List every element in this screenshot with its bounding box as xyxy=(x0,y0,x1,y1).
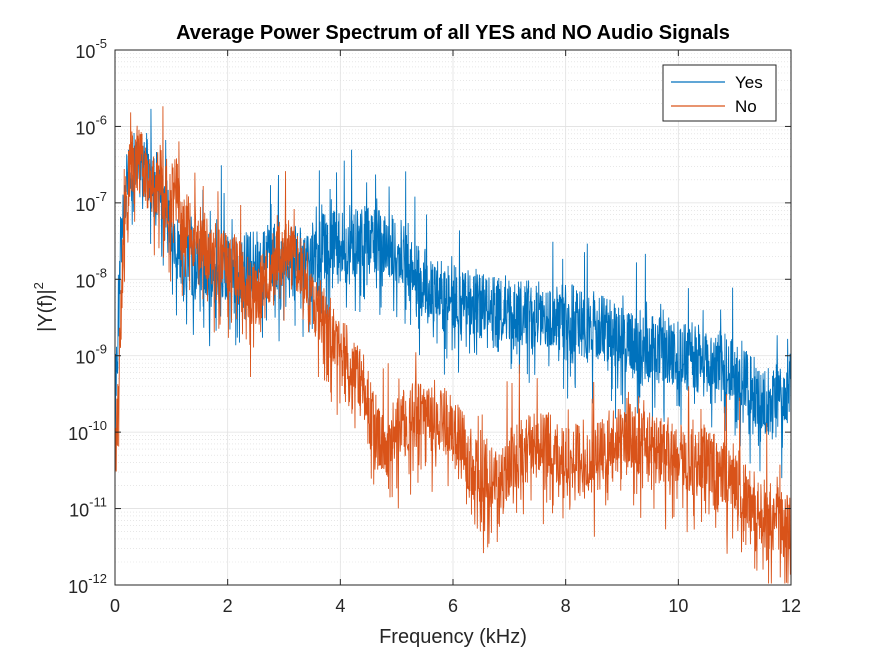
y-tick-label: 10-9 xyxy=(75,342,107,368)
y-axis-label: |Y(f)|2 xyxy=(31,282,57,332)
x-tick-label: 4 xyxy=(335,596,345,616)
legend-label-yes: Yes xyxy=(735,73,763,92)
y-axis-label-exponent: 2 xyxy=(31,282,46,289)
y-tick-label: 10-8 xyxy=(75,265,107,291)
x-tick-label: 8 xyxy=(561,596,571,616)
x-tick-label: 12 xyxy=(781,596,801,616)
y-tick-label: 10-5 xyxy=(75,36,107,62)
legend-box xyxy=(662,64,777,122)
x-tick-labels: 0 2 4 6 8 10 12 xyxy=(110,596,801,616)
y-tick-label: 10-11 xyxy=(69,495,107,521)
y-tick-labels: 10-12 10-11 10-10 10-9 10-8 10-7 10-6 10-5 xyxy=(68,36,107,597)
x-tick-label: 2 xyxy=(223,596,233,616)
y-tick-label: 10-6 xyxy=(75,112,107,138)
chart-title: Average Power Spectrum of all YES and NO… xyxy=(176,22,730,44)
y-tick-label: 10-10 xyxy=(68,418,107,444)
series-layer xyxy=(114,106,792,584)
x-tick-label: 10 xyxy=(668,596,688,616)
x-tick-label: 0 xyxy=(110,596,120,616)
series-line-no xyxy=(114,106,792,584)
legend-label-no: No xyxy=(735,97,757,116)
x-axis-label: Frequency (kHz) xyxy=(379,626,527,648)
y-axis-label-base: |Y(f)| xyxy=(35,289,57,332)
axes-frame xyxy=(114,49,792,586)
y-tick-label: 10-12 xyxy=(68,571,107,597)
legend: Yes No xyxy=(662,64,777,122)
x-tick-label: 6 xyxy=(448,596,458,616)
y-tick-label: 10-7 xyxy=(75,189,107,215)
